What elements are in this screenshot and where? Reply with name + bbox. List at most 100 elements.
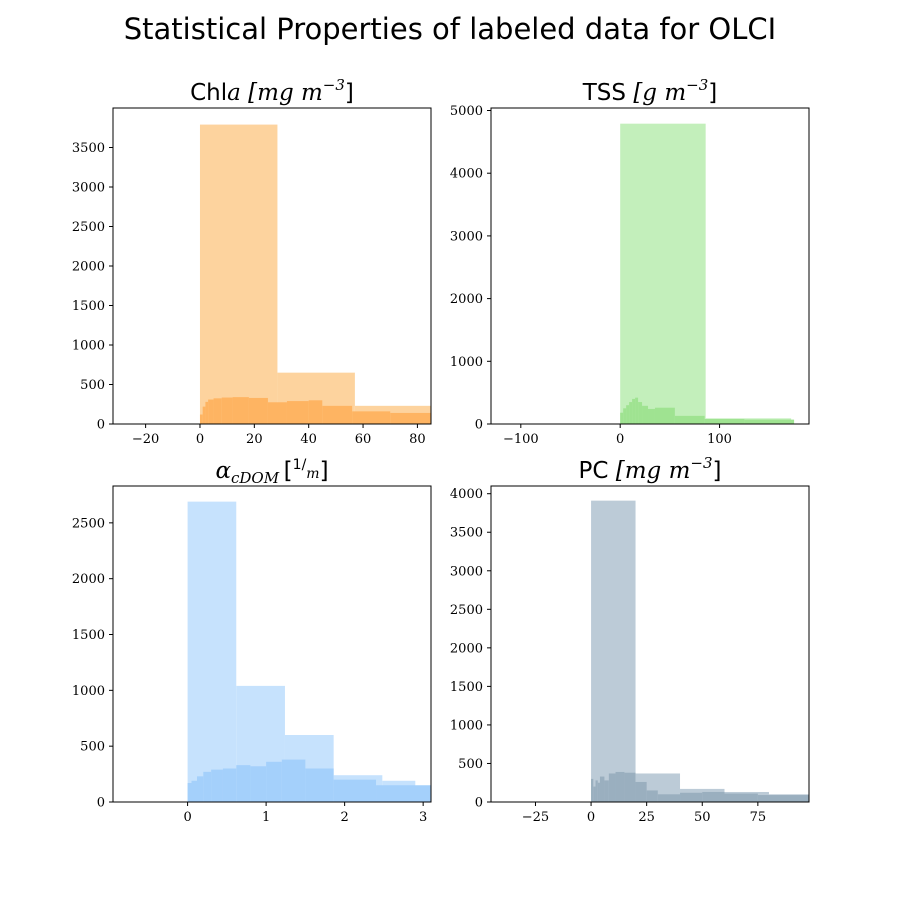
fine-bar-9 xyxy=(267,402,287,424)
fine-bar-15 xyxy=(724,793,758,802)
fine-bar-10 xyxy=(635,781,647,802)
histogram-panel-3: 0 1 2 3 0 500 1000 1500 2000 2500 αcDOM [1/m] xyxy=(72,457,432,825)
fine-bar-9 xyxy=(266,761,282,802)
x-tick-label: 80 xyxy=(409,432,426,447)
fine-bar-1 xyxy=(187,783,192,802)
y-tick-label: 4000 xyxy=(450,487,483,502)
fine-bar-3 xyxy=(626,405,630,424)
fine-bar-4 xyxy=(203,771,212,802)
fine-bar-6 xyxy=(222,768,237,802)
y-tick-label: 3000 xyxy=(72,181,105,196)
y-tick-label: 2000 xyxy=(450,641,483,656)
x-tick-label: 25 xyxy=(638,810,655,825)
fine-bar-12 xyxy=(657,794,681,802)
fine-bar-2 xyxy=(623,408,627,424)
fine-bar-5 xyxy=(211,769,223,802)
fine-bar-11 xyxy=(305,768,334,802)
fine-bar-2 xyxy=(593,786,596,802)
fine-bar-10 xyxy=(654,407,675,424)
y-tick-label: 2000 xyxy=(72,260,105,275)
panel-title: PC [mg m−3] xyxy=(579,454,722,484)
fine-bar-13 xyxy=(376,785,431,802)
x-tick-label: 3 xyxy=(419,810,427,825)
x-tick-label: 0 xyxy=(616,432,624,447)
fine-bar-13 xyxy=(680,792,703,802)
fine-bar-12 xyxy=(333,779,377,802)
fine-bar-14 xyxy=(702,791,725,802)
x-tick-label: 1 xyxy=(262,810,270,825)
fine-bar-10 xyxy=(286,401,309,424)
fine-bar-5 xyxy=(632,398,636,424)
fine-bar-7 xyxy=(236,765,251,802)
x-tick-label: 0 xyxy=(196,432,204,447)
fine-bar-11 xyxy=(308,400,323,424)
fine-bar-3 xyxy=(197,776,204,802)
y-tick-label: 500 xyxy=(80,740,105,755)
y-tick-label: 3500 xyxy=(72,141,105,156)
axes-frame xyxy=(112,485,432,803)
fine-bar-6 xyxy=(635,397,639,424)
fine-bar-16 xyxy=(757,795,809,802)
fine-bar-4 xyxy=(597,782,600,802)
y-tick-label: 1000 xyxy=(72,684,105,699)
coarse-bar-1 xyxy=(187,501,237,802)
y-tick-label: 1500 xyxy=(450,680,483,695)
y-tick-label: 1000 xyxy=(450,355,483,370)
x-tick-label: 40 xyxy=(300,432,317,447)
x-tick-label: 50 xyxy=(694,810,711,825)
coarse-bar-1 xyxy=(199,124,278,424)
fine-bar-2 xyxy=(191,780,198,802)
x-tick-label: −25 xyxy=(522,810,549,825)
histogram-panel-1: −20 0 20 40 60 80 0 500 1000 1500 2000 2500 3000 3500… xyxy=(72,76,432,447)
fine-bar-8 xyxy=(615,771,625,802)
x-tick-label: −20 xyxy=(132,432,159,447)
y-tick-label: 0 xyxy=(97,796,105,811)
y-tick-label: 4000 xyxy=(450,167,483,182)
fine-bar-7 xyxy=(608,773,616,802)
fine-bar-4 xyxy=(208,399,214,424)
y-tick-label: 1500 xyxy=(72,628,105,643)
y-tick-label: 0 xyxy=(475,796,483,811)
y-tick-label: 1500 xyxy=(72,299,105,314)
y-tick-label: 0 xyxy=(97,418,105,433)
x-tick-label: 100 xyxy=(707,432,732,447)
y-tick-label: 3000 xyxy=(450,564,483,579)
y-tick-label: 3000 xyxy=(450,229,483,244)
y-tick-label: 5000 xyxy=(450,104,483,119)
fine-bar-13 xyxy=(352,411,391,424)
y-tick-label: 2500 xyxy=(450,603,483,618)
fine-bar-8 xyxy=(248,397,268,424)
y-tick-label: 1000 xyxy=(72,339,105,354)
x-tick-label: 20 xyxy=(246,432,263,447)
y-tick-label: 2500 xyxy=(72,516,105,531)
x-tick-label: 2 xyxy=(340,810,348,825)
axes-frame xyxy=(490,107,810,425)
fine-bar-1 xyxy=(620,412,624,424)
fine-bar-7 xyxy=(638,402,643,424)
fine-bar-1 xyxy=(591,778,594,802)
fine-bar-11 xyxy=(674,415,705,424)
x-tick-label: 0 xyxy=(587,810,595,825)
fine-bar-13 xyxy=(744,419,795,424)
fine-bar-5 xyxy=(599,776,605,802)
fine-bar-7 xyxy=(232,397,249,424)
y-tick-label: 2000 xyxy=(72,572,105,587)
coarse-bar-1 xyxy=(620,123,706,424)
fine-bar-9 xyxy=(648,408,655,424)
histogram-panel-4: −25 0 25 50 75 0 500 1000 1500 2000 2500 3000 3500 40… xyxy=(450,454,810,825)
fine-bar-11 xyxy=(646,790,658,802)
fine-bar-9 xyxy=(624,772,636,802)
x-tick-label: 75 xyxy=(750,810,767,825)
y-tick-label: 0 xyxy=(475,418,483,433)
y-tick-label: 2000 xyxy=(450,292,483,307)
fine-bar-6 xyxy=(604,780,609,802)
axes-frame xyxy=(490,485,810,803)
fine-bar-8 xyxy=(642,405,649,424)
fine-bar-3 xyxy=(205,401,209,424)
fine-bar-4 xyxy=(629,402,633,424)
coarse-bar-1 xyxy=(591,500,636,802)
fine-bar-1 xyxy=(199,414,203,424)
